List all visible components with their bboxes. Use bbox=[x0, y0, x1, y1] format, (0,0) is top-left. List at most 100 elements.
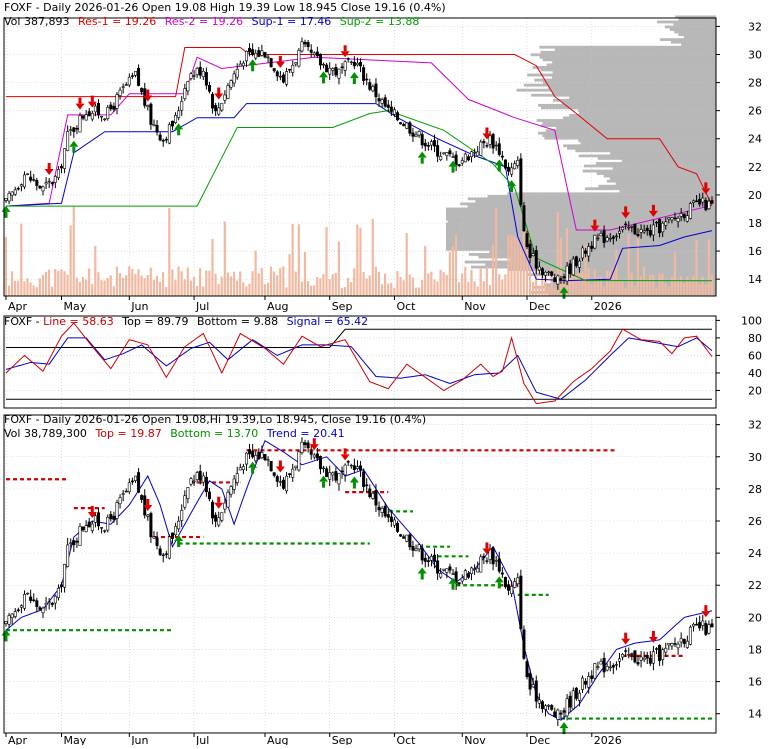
price-candle-86 bbox=[269, 58, 273, 68]
volume-profile-bar bbox=[470, 265, 716, 269]
volume-profile-bar bbox=[553, 98, 716, 102]
volume-bar-124 bbox=[387, 283, 390, 296]
price-candle-19 bbox=[63, 148, 67, 174]
volume-bar-27 bbox=[88, 268, 91, 296]
volume-bar-96 bbox=[300, 281, 303, 296]
price-candle-56 bbox=[177, 106, 181, 121]
volume-bar-198 bbox=[615, 249, 618, 296]
price-candle-88 bbox=[275, 70, 279, 81]
price-legend: Vol 387,893 Res-1 = 19.26 Res-2 = 19.26 … bbox=[4, 15, 419, 28]
osc-main-line bbox=[5, 322, 713, 405]
price-candle-8 bbox=[29, 170, 33, 183]
volume-bar-185 bbox=[575, 274, 578, 296]
volume-bar-164 bbox=[510, 235, 513, 296]
trend-sell-arrow bbox=[143, 498, 153, 511]
volume-bar-138 bbox=[430, 271, 433, 296]
buy-arrow bbox=[319, 71, 329, 84]
trend-candle-61 bbox=[192, 474, 196, 486]
price-candle-37 bbox=[118, 87, 122, 100]
legend-top: Top = 89.79 bbox=[121, 315, 188, 328]
price-candle-134 bbox=[417, 130, 421, 138]
legend-trend-bottom: Bottom = 13.70 bbox=[170, 427, 258, 440]
volume-bar-39 bbox=[125, 275, 128, 296]
price-candle-55 bbox=[174, 112, 178, 125]
volume-profile-bar bbox=[510, 258, 716, 261]
price-candle-71 bbox=[223, 90, 227, 104]
trend-candle-211 bbox=[655, 647, 659, 655]
price-candle-52 bbox=[164, 136, 168, 144]
volume-profile-bar bbox=[603, 174, 716, 178]
volume-bar-21 bbox=[69, 225, 72, 296]
volume-profile-bar bbox=[487, 194, 716, 198]
trend-candle-68 bbox=[214, 512, 218, 528]
trend-sell-arrow bbox=[482, 542, 492, 555]
trend-candle-6 bbox=[22, 590, 26, 611]
trend-candle-69 bbox=[217, 511, 221, 528]
price-candle-153 bbox=[476, 146, 480, 156]
price-candle-90 bbox=[281, 72, 285, 84]
volume-bar-178 bbox=[553, 287, 556, 296]
volume-profile-bar bbox=[582, 169, 716, 173]
volume-bar-196 bbox=[609, 271, 612, 296]
trend-candle-85 bbox=[266, 456, 270, 467]
volume-bar-188 bbox=[584, 244, 587, 296]
price-candle-32 bbox=[103, 118, 107, 122]
price-candle-183 bbox=[568, 259, 572, 278]
volume-profile-bar bbox=[446, 210, 716, 213]
trend-buy-arrow bbox=[248, 461, 258, 474]
trend-candle-152 bbox=[473, 564, 477, 576]
price-candle-168 bbox=[522, 202, 526, 233]
volume-profile-bar bbox=[660, 38, 716, 42]
trend-candle-198 bbox=[614, 661, 618, 671]
y-tick-label: 30 bbox=[748, 451, 762, 464]
sell-arrow bbox=[275, 55, 285, 68]
volume-bar-204 bbox=[633, 285, 636, 296]
volume-bar-84 bbox=[263, 284, 266, 296]
price-candle-40 bbox=[127, 73, 131, 88]
price-candle-35 bbox=[112, 102, 116, 113]
volume-bar-49 bbox=[155, 276, 159, 296]
price-candle-203 bbox=[630, 225, 634, 233]
trend-candle-18 bbox=[59, 581, 63, 593]
volume-profile-bar bbox=[523, 83, 716, 87]
volume-bar-163 bbox=[507, 234, 510, 296]
price-candle-9 bbox=[32, 173, 36, 182]
price-candle-31 bbox=[100, 115, 104, 122]
trend-candle-20 bbox=[66, 537, 70, 568]
trend-candle-179 bbox=[556, 708, 560, 726]
trend-candle-55 bbox=[174, 522, 178, 537]
price-candle-212 bbox=[658, 218, 662, 238]
price-candle-136 bbox=[423, 138, 427, 152]
volume-profile-bar bbox=[669, 28, 716, 31]
price-candle-137 bbox=[426, 141, 430, 151]
trend-candle-113 bbox=[352, 458, 356, 474]
price-candle-21 bbox=[69, 125, 73, 136]
volume-bar-171 bbox=[531, 281, 535, 296]
price-candle-34 bbox=[109, 101, 113, 112]
volume-profile-bar bbox=[678, 18, 716, 21]
price-candle-188 bbox=[584, 248, 588, 258]
volume-profile-bar bbox=[543, 283, 716, 287]
osc-signal-line bbox=[5, 337, 713, 400]
volume-profile-bar bbox=[580, 141, 716, 145]
volume-bar-116 bbox=[362, 271, 365, 296]
volume-profile-bar bbox=[541, 106, 716, 110]
volume-bar-203 bbox=[630, 272, 633, 296]
price-candle-99 bbox=[309, 44, 313, 58]
volume-bar-212 bbox=[658, 273, 661, 296]
volume-profile-bar bbox=[548, 270, 716, 274]
trend-candle-125 bbox=[389, 509, 393, 528]
price-candle-104 bbox=[325, 62, 329, 73]
price-candle-171 bbox=[531, 247, 535, 257]
volume-bar-19 bbox=[63, 271, 66, 296]
trend-candle-38 bbox=[121, 489, 125, 502]
price-candle-96 bbox=[300, 37, 304, 53]
price-candle-167 bbox=[519, 153, 523, 208]
trend-candle-82 bbox=[257, 448, 261, 460]
trend-candle-104 bbox=[325, 466, 329, 478]
price-candle-46 bbox=[146, 104, 150, 111]
trend-candle-174 bbox=[540, 699, 544, 713]
trend-candles bbox=[4, 437, 714, 726]
price-candle-121 bbox=[377, 93, 381, 107]
buy-arrow bbox=[417, 151, 427, 164]
